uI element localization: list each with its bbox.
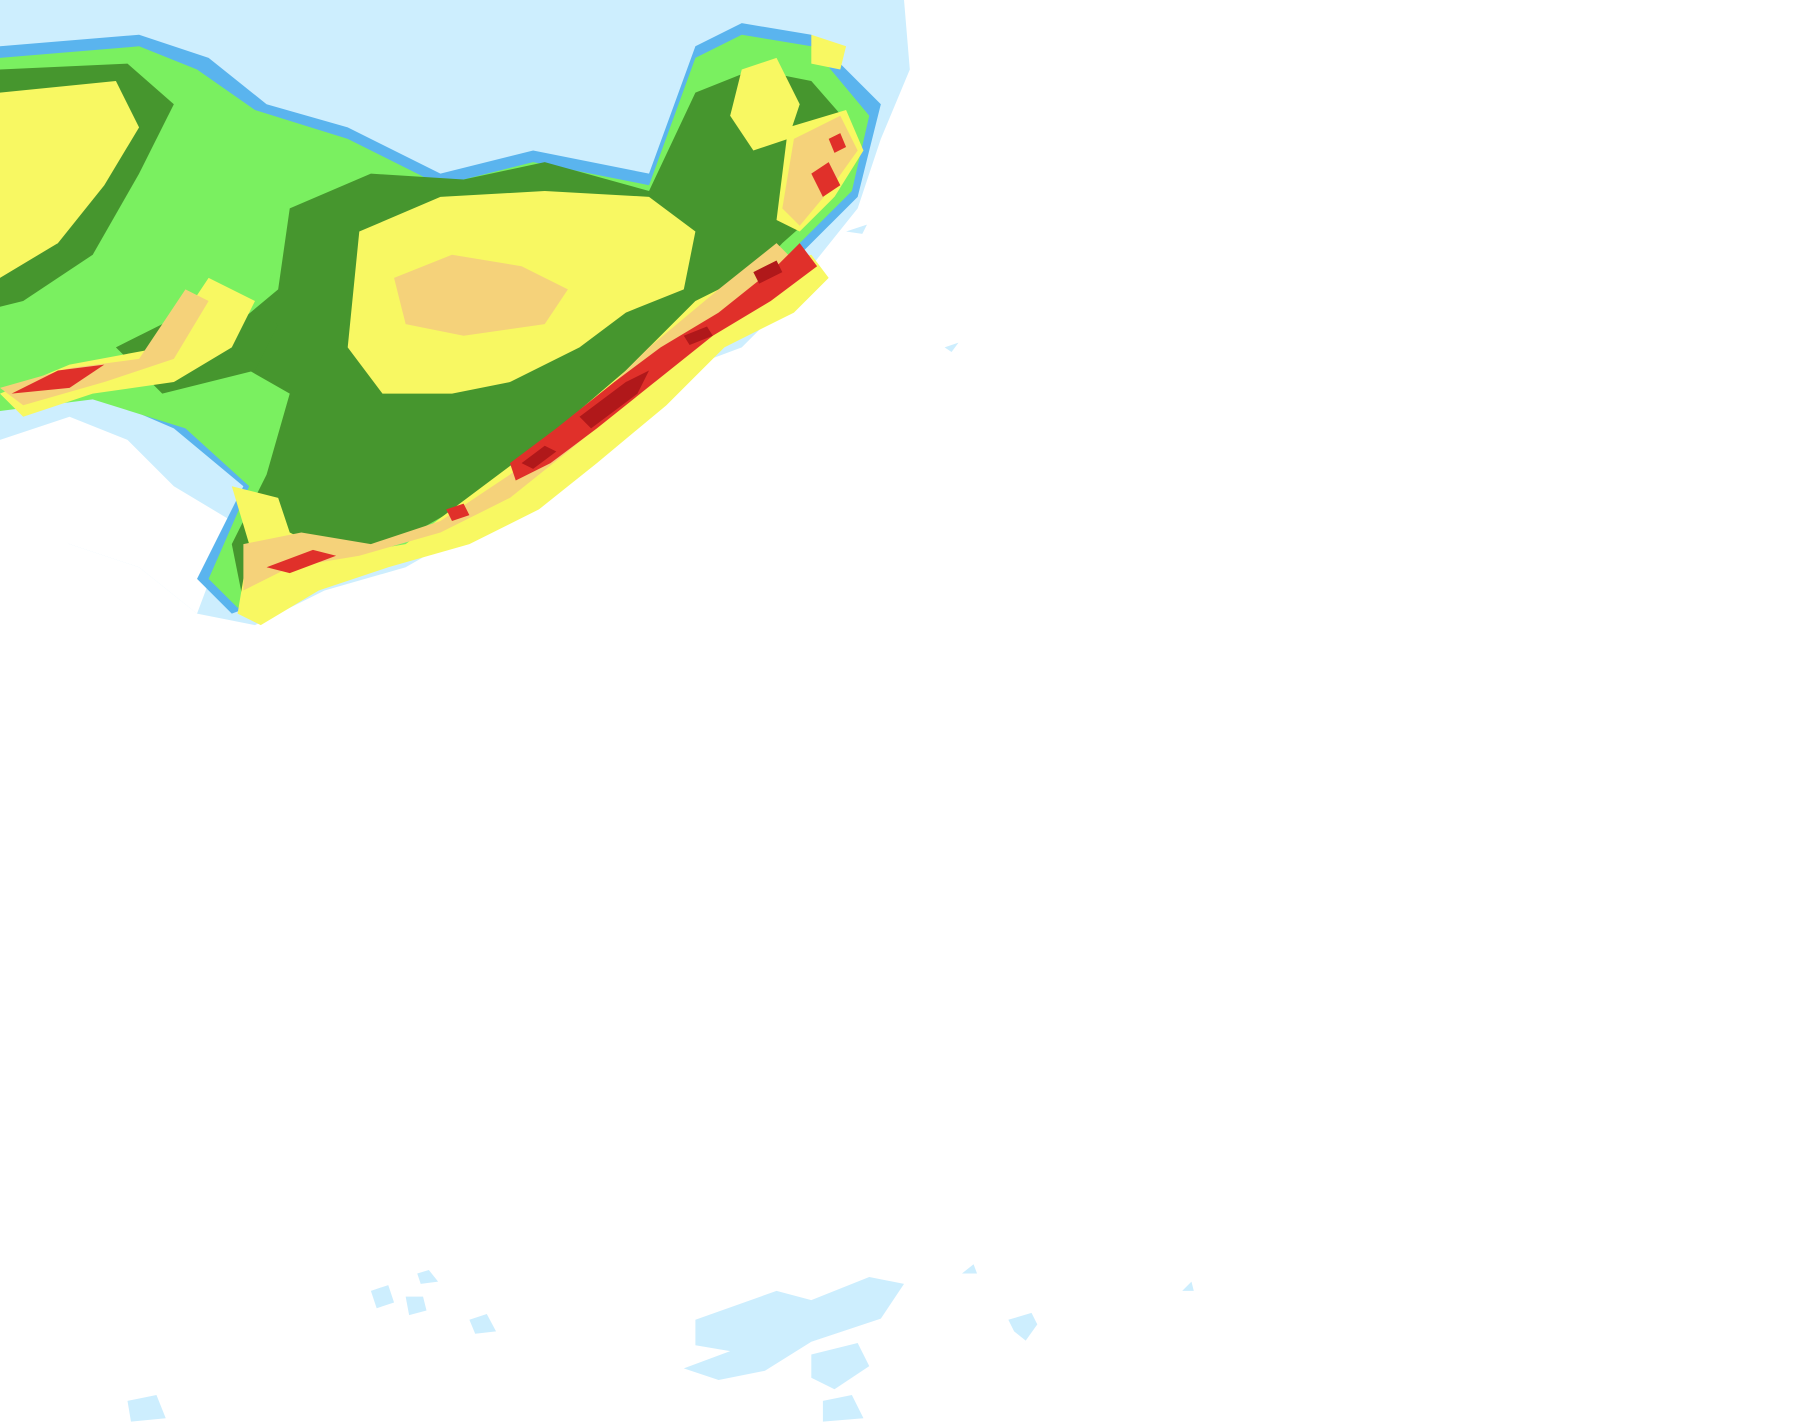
precip-level-8 bbox=[521, 260, 783, 469]
